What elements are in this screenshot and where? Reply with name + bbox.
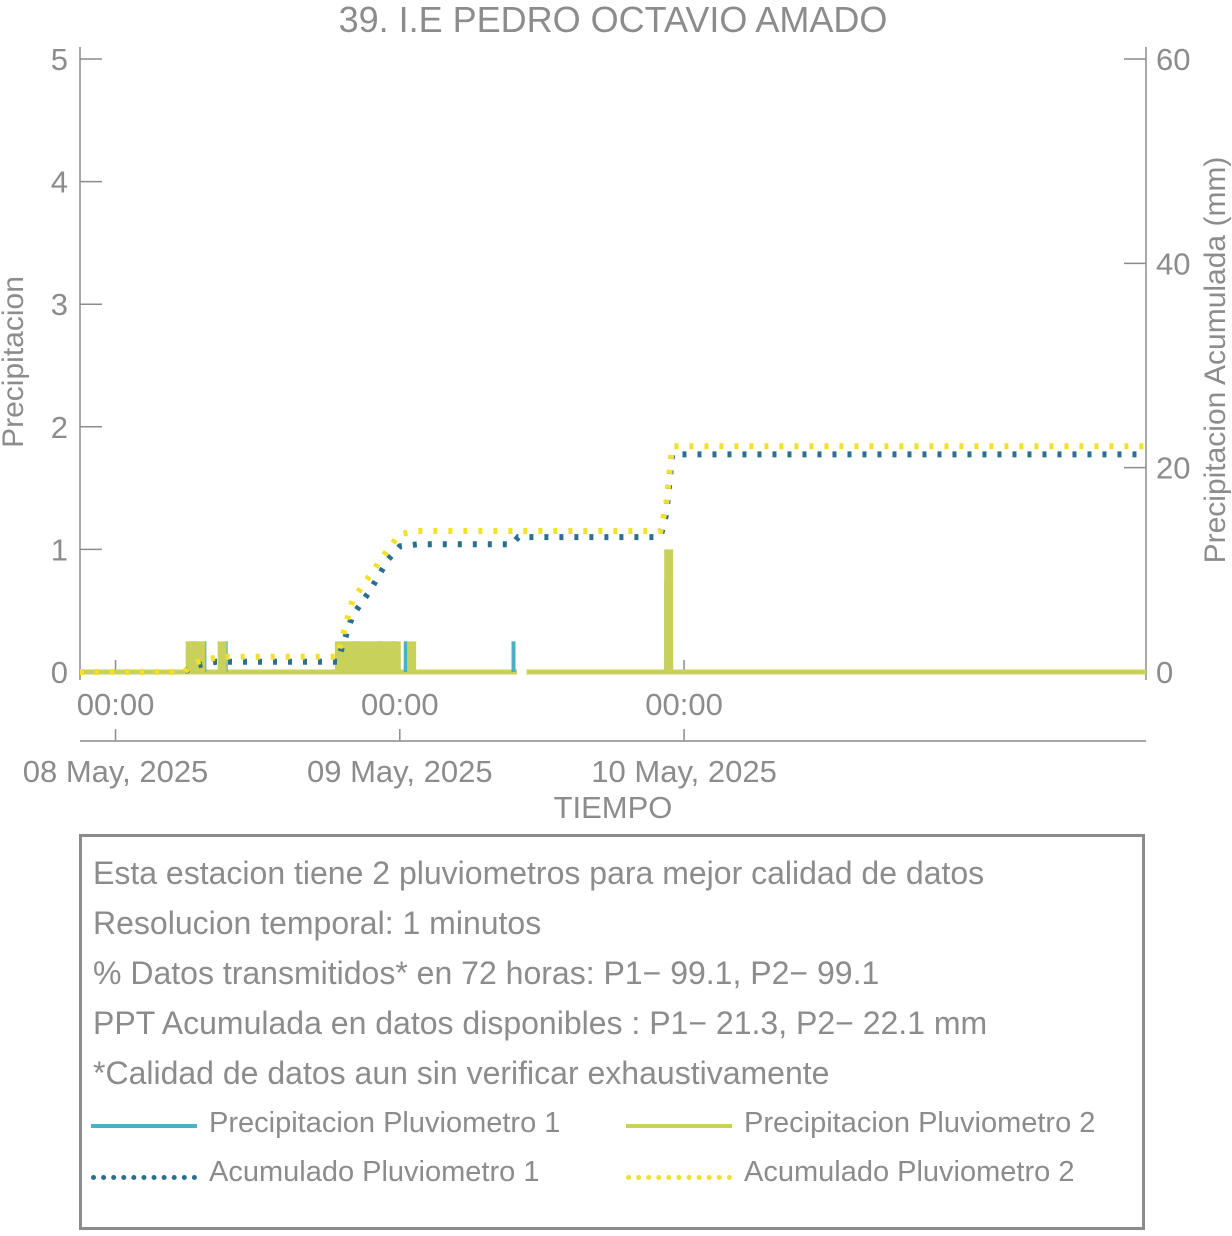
legend-item-p1: Precipitacion Pluviometro 1 — [91, 1107, 611, 1147]
chart-axes: 0 1 2 3 4 5 0 20 40 60 00:00 08 May, 2025 00:00 09 Ma… — [23, 42, 1191, 789]
x-tick-date-label: 08 May, 2025 — [23, 754, 209, 789]
info-line-accumulated: PPT Acumulada en datos disponibles : P1−… — [93, 1005, 988, 1041]
y-axis-label: Precipitacion — [0, 276, 30, 448]
legend-label-p1: Precipitacion Pluviometro 1 — [209, 1107, 561, 1139]
legend-label-p2: Precipitacion Pluviometro 2 — [744, 1107, 1096, 1139]
info-line-resolution: Resolucion temporal: 1 minutos — [93, 905, 542, 941]
info-line-stations: Esta estacion tiene 2 pluviometros para … — [93, 855, 985, 891]
legend-swatch-acum1 — [91, 1175, 197, 1180]
y-tick-label: 0 — [51, 655, 68, 690]
y-tick-label: 2 — [51, 410, 68, 445]
chart-plot-area — [80, 443, 1146, 675]
cumulative-line-p2 — [80, 443, 1146, 675]
legend-swatch-p1 — [91, 1124, 197, 1128]
y-tick-label: 5 — [51, 42, 68, 77]
x-tick-time-label: 00:00 — [77, 687, 155, 722]
y-tick-label: 4 — [51, 165, 68, 200]
y-tick-label: 3 — [51, 287, 68, 322]
legend-label-acum1: Acumulado Pluviometro 1 — [209, 1156, 540, 1188]
legend-label-acum2: Acumulado Pluviometro 2 — [744, 1156, 1075, 1188]
precipitation-chart: 39. I.E PEDRO OCTAVIO AMADO 0 1 2 3 4 5 0 20 40 6… — [0, 0, 1232, 825]
x-tick-time-label: 00:00 — [361, 687, 439, 722]
y2-tick-label: 0 — [1156, 655, 1173, 690]
x-tick-time-label: 00:00 — [645, 687, 723, 722]
legend-item-acum2: Acumulado Pluviometro 2 — [626, 1156, 1146, 1196]
x-tick-date-label: 10 May, 2025 — [591, 754, 777, 789]
y-tick-label: 1 — [51, 532, 68, 567]
legend-swatch-acum2 — [626, 1175, 732, 1180]
info-line-quality-note: *Calidad de datos aun sin verificar exha… — [93, 1055, 830, 1091]
chart-title: 39. I.E PEDRO OCTAVIO AMADO — [339, 0, 888, 40]
legend-item-acum1: Acumulado Pluviometro 1 — [91, 1156, 611, 1196]
cumulative-line-p1 — [80, 451, 1146, 675]
y2-axis-label: Precipitacion Acumulada (mm) — [1199, 157, 1232, 564]
info-panel: Esta estacion tiene 2 pluviometros para … — [79, 834, 1145, 1230]
legend-item-p2: Precipitacion Pluviometro 2 — [626, 1107, 1146, 1147]
y2-tick-label: 40 — [1156, 246, 1190, 281]
x-tick-date-label: 09 May, 2025 — [307, 754, 493, 789]
info-line-transmitted: % Datos transmitidos* en 72 horas: P1− 9… — [93, 955, 880, 991]
legend-swatch-p2 — [626, 1124, 732, 1128]
x-axis-label: TIEMPO — [554, 790, 673, 825]
y2-tick-label: 20 — [1156, 451, 1190, 486]
y2-tick-label: 60 — [1156, 42, 1190, 77]
